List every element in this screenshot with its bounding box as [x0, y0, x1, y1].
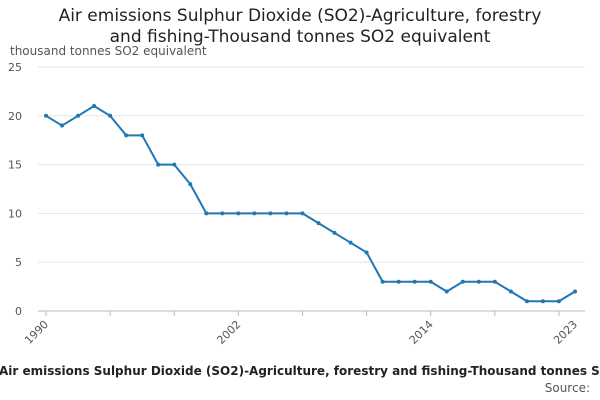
series-line-0: [45, 105, 576, 303]
data-point-2007[interactable]: [316, 221, 321, 226]
data-point-1996[interactable]: [140, 133, 145, 138]
source-note: Source:: [544, 381, 590, 395]
y-tick-label-20: 20: [8, 110, 22, 123]
data-point-2011[interactable]: [380, 279, 385, 284]
chart-title-line-1: Air emissions Sulphur Dioxide (SO2)-Agri…: [58, 6, 542, 26]
data-point-1991[interactable]: [60, 123, 65, 128]
chart-title: Air emissions Sulphur Dioxide (SO2)-Agri…: [0, 6, 600, 48]
x-tick-label-2014: 2014: [407, 318, 436, 347]
data-point-2010[interactable]: [364, 250, 369, 255]
legend: Air emissions Sulphur Dioxide (SO2)-Agri…: [0, 364, 600, 378]
data-point-2013[interactable]: [412, 279, 417, 284]
y-tick-label-25: 25: [8, 61, 22, 74]
data-point-2012[interactable]: [396, 279, 401, 284]
data-point-2016[interactable]: [460, 279, 465, 284]
y-tick-label-5: 5: [15, 256, 22, 269]
y-tick-label-10: 10: [8, 207, 22, 220]
data-point-2014[interactable]: [428, 279, 433, 284]
data-point-2002[interactable]: [236, 211, 241, 216]
legend-item: Air emissions Sulphur Dioxide (SO2)-Agri…: [0, 364, 600, 378]
data-point-1999[interactable]: [188, 182, 193, 187]
series-layer: [44, 104, 577, 304]
data-point-2001[interactable]: [220, 211, 225, 216]
data-point-2009[interactable]: [348, 240, 353, 245]
data-point-1997[interactable]: [156, 162, 161, 167]
data-point-2004[interactable]: [268, 211, 273, 216]
data-point-2019[interactable]: [508, 289, 513, 294]
x-tick-label-2002: 2002: [214, 318, 243, 347]
y-axis-ticks: 0 5 10 15 20 25: [8, 61, 22, 318]
y-tick-label-15: 15: [8, 159, 22, 172]
data-point-2018[interactable]: [492, 279, 497, 284]
x-tick-label-1990: 1990: [22, 318, 51, 347]
data-point-1993[interactable]: [92, 104, 97, 109]
data-point-2003[interactable]: [252, 211, 257, 216]
data-point-1992[interactable]: [76, 113, 81, 118]
gridlines: [38, 66, 585, 312]
data-point-2023[interactable]: [573, 289, 577, 294]
x-tick-label-2023: 2023: [551, 318, 580, 347]
data-point-2020[interactable]: [524, 299, 529, 304]
y-tick-label-0: 0: [15, 305, 22, 318]
data-point-1990[interactable]: [44, 113, 48, 118]
y-axis-label: thousand tonnes SO2 equivalent: [10, 44, 207, 58]
data-point-2021[interactable]: [540, 299, 545, 304]
chart-title-line-2: and fishing-Thousand tonnes SO2 equivale…: [109, 27, 491, 47]
data-point-1995[interactable]: [124, 133, 129, 138]
data-point-2008[interactable]: [332, 230, 337, 235]
data-point-1994[interactable]: [108, 113, 113, 118]
data-point-2006[interactable]: [300, 211, 305, 216]
data-point-2000[interactable]: [204, 211, 209, 216]
data-point-2015[interactable]: [444, 289, 449, 294]
data-point-1998[interactable]: [172, 162, 177, 167]
x-axis: 1990 2002 2014 2023: [22, 311, 580, 347]
data-point-2017[interactable]: [476, 279, 481, 284]
data-point-2022[interactable]: [556, 299, 561, 304]
data-point-2005[interactable]: [284, 211, 289, 216]
